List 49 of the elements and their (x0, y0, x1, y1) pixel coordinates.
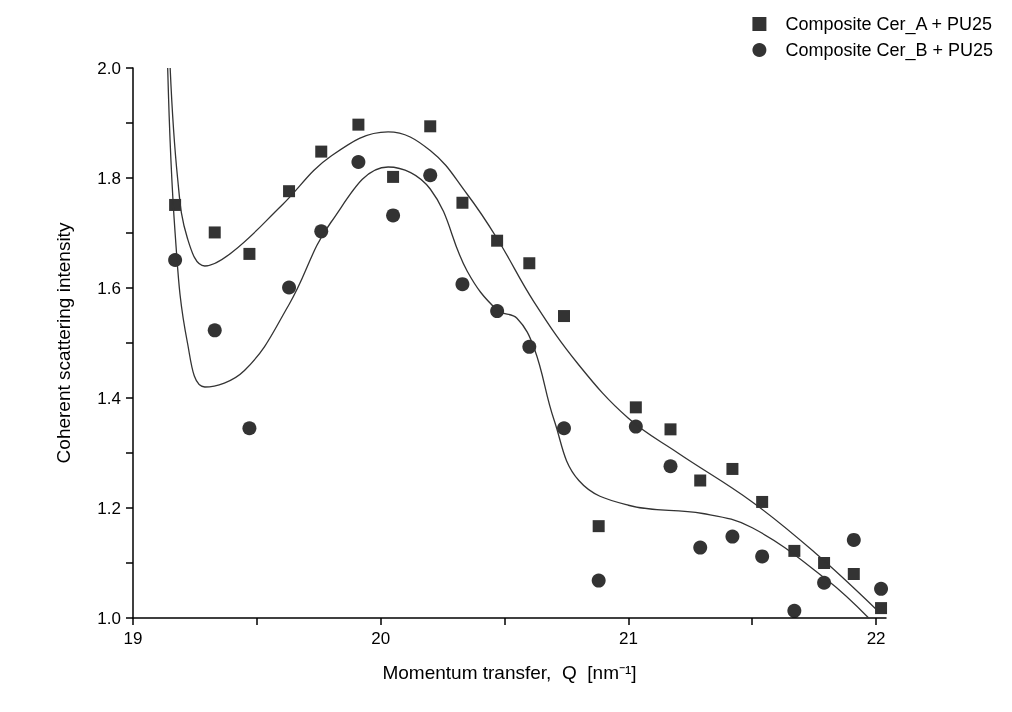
point (282, 280, 297, 295)
x-tick-label: 22 (866, 629, 886, 648)
y-tick-label: 1.0 (97, 608, 121, 628)
point (629, 401, 642, 414)
point (351, 155, 366, 170)
y-tick-label: 1.6 (97, 278, 121, 298)
y-axis-title: Coherent scattering intensity (53, 222, 74, 464)
point (755, 549, 770, 564)
y-tick-label: 1.4 (97, 388, 121, 408)
point (693, 540, 708, 555)
point (725, 529, 740, 544)
point (663, 459, 678, 474)
point (207, 323, 222, 338)
point (243, 247, 256, 260)
x-tick-label: 21 (618, 629, 638, 648)
point (352, 118, 365, 131)
point (874, 581, 889, 596)
point (386, 208, 401, 223)
point (875, 602, 888, 615)
point (387, 170, 400, 183)
point (455, 277, 470, 292)
point (756, 495, 769, 508)
point (522, 339, 537, 354)
y-tick-label: 1.2 (97, 498, 121, 518)
x-tick-label: 19 (123, 629, 143, 648)
x-axis-title: Momentum transfer, Q [nm⁻¹] (382, 662, 637, 683)
point (423, 168, 438, 183)
point (787, 603, 802, 618)
point (557, 421, 571, 436)
point (846, 532, 861, 547)
point (664, 423, 677, 436)
legend-label: Composite Cer_A + PU25 (785, 14, 993, 35)
point (523, 257, 536, 270)
legend-label: Composite Cer_B + PU25 (785, 40, 994, 61)
x-tick-label: 20 (371, 629, 391, 648)
point (283, 185, 296, 198)
y-tick-label: 2.0 (97, 58, 121, 78)
point (242, 421, 257, 436)
point (315, 145, 328, 158)
y-tick-label: 1.8 (97, 168, 121, 188)
point (847, 568, 860, 580)
point (592, 520, 605, 533)
point (591, 573, 606, 588)
point (424, 120, 437, 133)
point (208, 226, 221, 239)
point (456, 196, 469, 209)
point (726, 462, 739, 475)
point (694, 474, 707, 487)
point (557, 310, 570, 323)
